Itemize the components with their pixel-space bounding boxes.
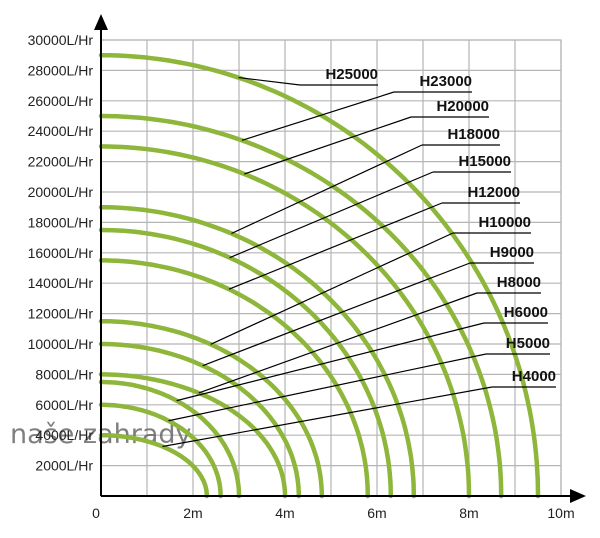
series-label-h23000: H23000 bbox=[419, 73, 472, 90]
series-label-h20000: H20000 bbox=[436, 98, 489, 115]
tick-labels: 0 2m 4m 6m 8m 10m 2000L/Hr 4000L/Hr 6000L/Hr 8000… bbox=[28, 32, 575, 521]
y-tick-label: 2000L/Hr bbox=[35, 458, 93, 474]
y-tick-label: 22000L/Hr bbox=[28, 154, 94, 170]
leader-line-h5000 bbox=[168, 353, 487, 422]
x-tick-label: 10m bbox=[547, 505, 574, 521]
grid bbox=[100, 39, 562, 497]
leader-line-h9000 bbox=[202, 262, 471, 367]
series-label-h4000: H4000 bbox=[512, 368, 556, 385]
series-curve-h9000 bbox=[98, 341, 302, 499]
leader-line-h18000 bbox=[231, 144, 423, 235]
x-axis-arrow bbox=[570, 489, 586, 503]
x-tick-label: 4m bbox=[275, 505, 294, 521]
leader-line-h23000 bbox=[241, 91, 395, 141]
series-curve-h12000 bbox=[98, 258, 371, 499]
y-tick-label: 8000L/Hr bbox=[35, 366, 93, 382]
series-label-h12000: H12000 bbox=[467, 184, 520, 201]
series-curve-h20000 bbox=[98, 144, 472, 499]
series-curve-h8000 bbox=[98, 372, 288, 499]
y-tick-label: 26000L/Hr bbox=[28, 93, 94, 109]
series-label-h25000: H25000 bbox=[325, 66, 378, 83]
leader-line-h6000 bbox=[176, 322, 485, 402]
y-tick-label: 24000L/Hr bbox=[28, 123, 94, 139]
leader-line-h10000 bbox=[210, 232, 454, 345]
y-tick-label: 12000L/Hr bbox=[28, 306, 94, 322]
series-curve-h4000 bbox=[98, 432, 210, 499]
series-curves bbox=[98, 52, 541, 499]
leader-line-h12000 bbox=[228, 202, 443, 290]
series-label-h5000: H5000 bbox=[506, 335, 550, 352]
x-tick-label: 8m bbox=[459, 505, 478, 521]
leader-line-h25000 bbox=[238, 76, 301, 86]
y-tick-label: 14000L/Hr bbox=[28, 275, 94, 291]
y-tick-label: 30000L/Hr bbox=[28, 32, 94, 48]
series-curve-h6000 bbox=[98, 379, 242, 499]
y-tick-label: 20000L/Hr bbox=[28, 184, 94, 200]
y-tick-label: 4000L/Hr bbox=[35, 427, 93, 443]
y-tick-label: 10000L/Hr bbox=[28, 336, 94, 352]
y-tick-label: 6000L/Hr bbox=[35, 397, 93, 413]
series-curve-h25000 bbox=[98, 52, 541, 499]
y-axis-arrow bbox=[94, 14, 108, 30]
series-label-h9000: H9000 bbox=[490, 244, 534, 261]
series-curve-h15000 bbox=[98, 227, 394, 499]
series-curve-h5000 bbox=[98, 402, 223, 499]
axes bbox=[94, 14, 586, 503]
leader-line-h15000 bbox=[229, 171, 434, 259]
series-curve-h23000 bbox=[98, 113, 504, 499]
series-label-h18000: H18000 bbox=[447, 126, 500, 143]
y-tick-label: 18000L/Hr bbox=[28, 214, 94, 230]
leader-line-h20000 bbox=[244, 116, 412, 175]
leader-line-h4000 bbox=[162, 386, 493, 448]
series-labels: H25000 H23000 H20000 H18000 H15000 H12000 H100… bbox=[162, 66, 556, 448]
leader-line-h8000 bbox=[198, 292, 478, 394]
y-tick-label: 16000L/Hr bbox=[28, 245, 94, 261]
series-label-h10000: H10000 bbox=[478, 214, 531, 231]
series-curve-h18000 bbox=[98, 204, 417, 499]
x-tick-label: 6m bbox=[367, 505, 386, 521]
series-label-h6000: H6000 bbox=[504, 304, 548, 321]
series-label-h8000: H8000 bbox=[497, 274, 541, 291]
y-tick-label: 28000L/Hr bbox=[28, 62, 94, 78]
series-label-h15000: H15000 bbox=[458, 153, 511, 170]
x-tick-label: 2m bbox=[183, 505, 202, 521]
x-tick-label: 0 bbox=[92, 505, 100, 521]
